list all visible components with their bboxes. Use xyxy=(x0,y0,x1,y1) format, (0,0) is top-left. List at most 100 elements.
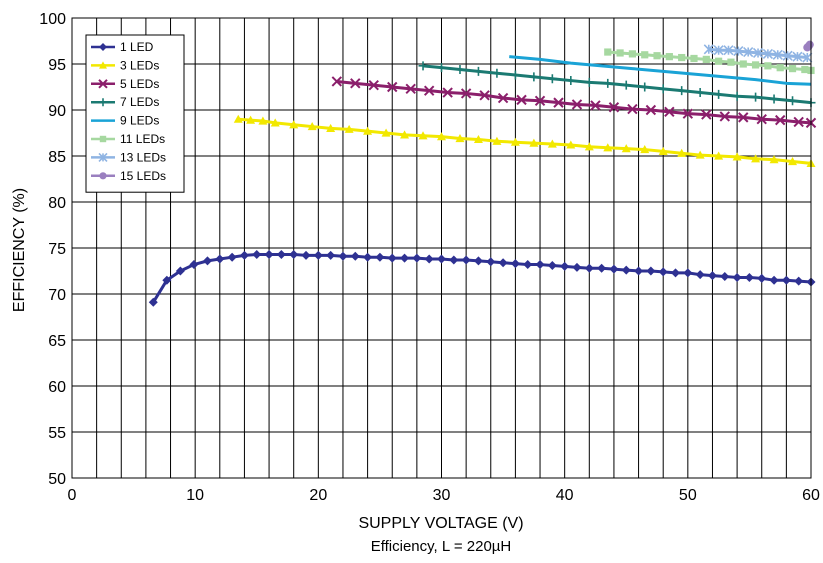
data-point xyxy=(641,51,649,59)
data-point xyxy=(405,83,416,95)
data-point xyxy=(743,46,754,58)
data-point xyxy=(246,115,256,124)
legend-item: 1 LED xyxy=(91,40,154,54)
data-point xyxy=(719,111,730,122)
data-point xyxy=(690,54,698,63)
data-point xyxy=(553,97,564,108)
data-point xyxy=(727,58,735,66)
data-point xyxy=(590,100,601,111)
data-point xyxy=(781,275,791,285)
legend-item: 3 LEDs xyxy=(91,58,159,72)
data-point xyxy=(175,266,185,276)
data-point xyxy=(775,114,786,126)
data-point xyxy=(621,144,631,153)
data-point xyxy=(604,48,612,56)
data-point xyxy=(776,64,784,72)
data-point xyxy=(276,249,286,259)
data-point xyxy=(584,263,594,273)
x-tick-label: 50 xyxy=(679,487,697,504)
data-point xyxy=(645,104,657,116)
data-point xyxy=(510,137,520,146)
legend-label: 15 LEDs xyxy=(120,169,166,183)
data-point xyxy=(788,65,797,73)
data-point xyxy=(400,253,410,263)
data-point xyxy=(331,76,343,87)
data-point xyxy=(412,253,422,263)
legend-swatch-marker xyxy=(98,152,108,162)
data-point xyxy=(148,297,158,307)
data-point xyxy=(678,53,686,62)
data-point xyxy=(162,275,172,285)
legend: 1 LED 3 LEDs 5 LEDs 7 LEDs 9 LEDs 11 LEDs 13 L… xyxy=(85,34,185,193)
data-point xyxy=(418,61,428,71)
data-point xyxy=(363,126,373,135)
data-point xyxy=(744,272,754,282)
data-point xyxy=(424,254,434,264)
data-point xyxy=(653,52,661,60)
data-point xyxy=(732,91,742,101)
data-point xyxy=(707,271,717,281)
data-point xyxy=(769,155,779,164)
y-axis-title: EFFICIENCY (%) xyxy=(11,188,28,312)
data-point xyxy=(516,94,527,106)
data-point xyxy=(239,250,249,260)
data-point xyxy=(566,76,576,86)
legend-item: 9 LEDs xyxy=(91,114,159,128)
data-point xyxy=(510,259,520,269)
data-point xyxy=(739,60,747,68)
data-point xyxy=(547,139,557,148)
data-point xyxy=(658,267,668,277)
data-point xyxy=(233,114,243,123)
legend-label: 7 LEDs xyxy=(120,95,159,109)
y-tick-label: 95 xyxy=(48,57,66,74)
data-point xyxy=(665,53,673,61)
legend-item: 11 LEDs xyxy=(91,132,165,146)
series-4 xyxy=(418,61,816,108)
data-point xyxy=(387,81,398,93)
data-point xyxy=(597,263,607,273)
data-point xyxy=(732,152,742,161)
data-point xyxy=(695,88,705,98)
x-tick-label: 30 xyxy=(433,487,451,504)
data-point xyxy=(772,49,783,60)
data-point xyxy=(794,276,804,286)
tick-labels: 0 10 20 30 40 50 60 50 55 60 65 70 75 80 85 90 95 100 xyxy=(39,11,820,504)
data-point xyxy=(751,92,761,102)
data-point xyxy=(621,265,631,275)
data-point xyxy=(703,44,714,55)
data-point xyxy=(608,102,620,113)
data-point xyxy=(658,84,668,94)
data-point xyxy=(375,252,385,262)
data-point xyxy=(455,65,465,75)
legend-swatch-marker xyxy=(99,43,107,51)
data-point xyxy=(805,40,814,49)
data-point xyxy=(769,94,779,104)
y-tick-label: 85 xyxy=(48,149,66,166)
data-point xyxy=(646,266,656,276)
x-tick-label: 60 xyxy=(802,487,820,504)
data-point xyxy=(701,109,712,120)
y-tick-label: 90 xyxy=(48,103,66,120)
data-point xyxy=(473,134,483,144)
data-point xyxy=(792,51,803,62)
data-point xyxy=(788,157,798,166)
y-tick-label: 50 xyxy=(48,471,66,488)
legend-label: 9 LEDs xyxy=(120,114,159,128)
x-tick-label: 40 xyxy=(556,487,574,504)
data-point xyxy=(400,130,410,139)
x-tick-label: 20 xyxy=(309,487,327,504)
data-point xyxy=(510,70,520,80)
data-point xyxy=(640,145,650,154)
data-point xyxy=(486,257,496,267)
data-point xyxy=(732,272,742,282)
data-point xyxy=(751,61,760,69)
data-point xyxy=(479,90,490,101)
data-point xyxy=(628,50,637,58)
data-point xyxy=(627,103,638,115)
data-point xyxy=(572,262,582,272)
data-point xyxy=(547,74,557,84)
y-tick-label: 80 xyxy=(48,195,66,212)
data-point xyxy=(720,272,730,282)
x-tick-label: 10 xyxy=(186,487,204,504)
data-point xyxy=(289,249,299,259)
